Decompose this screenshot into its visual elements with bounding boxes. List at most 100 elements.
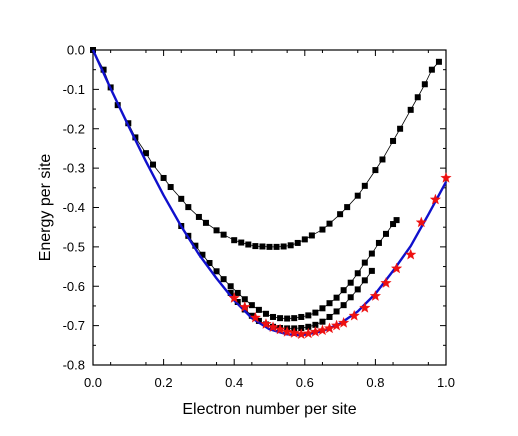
square-marker xyxy=(262,310,269,317)
star-marker xyxy=(359,301,371,313)
square-marker xyxy=(142,150,149,157)
square-marker xyxy=(319,305,326,312)
star-marker xyxy=(330,319,343,331)
x-tick-label: 0.6 xyxy=(296,375,314,390)
star-marker xyxy=(380,277,392,288)
square-marker xyxy=(241,296,248,303)
star-marker xyxy=(249,311,262,323)
square-marker xyxy=(397,125,404,132)
square-marker xyxy=(312,321,319,328)
y-tick-label: -0.5 xyxy=(63,239,85,254)
y-tick-label: -0.7 xyxy=(63,318,85,333)
star-marker xyxy=(337,316,350,328)
square-marker xyxy=(354,286,361,293)
square-marker xyxy=(248,312,255,319)
square-marker xyxy=(298,313,305,320)
square-marker xyxy=(252,243,259,250)
star-marker xyxy=(429,193,442,205)
series-connector xyxy=(92,49,440,248)
square-marker xyxy=(206,260,213,267)
x-axis-ticks: 0.0 0.2 0.4 0.6 0.8 1.0 xyxy=(84,50,455,390)
square-marker xyxy=(231,237,238,244)
square-marker xyxy=(340,287,347,294)
star-marker xyxy=(288,327,300,338)
square-marker xyxy=(435,58,442,65)
square-marker xyxy=(375,239,382,246)
x-tick-label: 0.4 xyxy=(225,375,243,390)
series-5 xyxy=(228,172,452,340)
square-marker xyxy=(368,267,375,274)
square-marker xyxy=(326,300,333,307)
square-marker xyxy=(273,243,280,250)
square-marker xyxy=(280,243,287,250)
square-marker xyxy=(319,226,326,233)
square-marker xyxy=(333,308,340,315)
series-line xyxy=(91,49,448,337)
square-marker xyxy=(340,302,347,309)
square-marker xyxy=(361,277,368,284)
square-marker xyxy=(195,213,202,220)
square-marker xyxy=(379,156,386,163)
square-marker xyxy=(248,302,255,309)
square-marker xyxy=(202,219,209,226)
square-marker xyxy=(220,276,227,283)
star-marker xyxy=(295,328,307,340)
y-axis-ticks: 0.0 -0.1 -0.2 -0.3 -0.4 -0.5 -0.6 -0.7 -0.8 xyxy=(63,43,446,373)
star-marker xyxy=(440,172,452,183)
square-marker xyxy=(354,270,361,277)
y-tick-label: -0.2 xyxy=(63,121,85,136)
square-marker xyxy=(347,279,354,286)
square-marker xyxy=(407,106,414,113)
star-marker xyxy=(267,321,279,332)
square-marker xyxy=(382,230,389,237)
star-marker xyxy=(415,216,427,228)
square-marker xyxy=(150,161,157,168)
square-marker xyxy=(234,289,241,296)
plot-frame xyxy=(92,49,447,366)
square-marker xyxy=(308,232,315,239)
square-marker xyxy=(319,318,326,325)
square-marker xyxy=(294,239,301,246)
square-marker xyxy=(259,243,266,250)
square-marker xyxy=(361,259,368,266)
square-marker xyxy=(337,211,344,218)
star-marker xyxy=(348,309,360,321)
y-axis-label: Energy per site xyxy=(37,154,54,262)
square-marker xyxy=(160,174,167,181)
x-tick-label: 0.2 xyxy=(155,375,173,390)
square-marker xyxy=(199,251,206,258)
square-marker xyxy=(266,243,273,250)
square-marker xyxy=(298,324,305,331)
square-marker xyxy=(167,184,174,191)
square-marker xyxy=(312,309,319,316)
square-marker xyxy=(245,241,252,248)
y-tick-label: -0.8 xyxy=(63,358,85,373)
square-marker xyxy=(390,137,397,144)
y-tick-label: -0.3 xyxy=(63,161,85,176)
star-marker xyxy=(369,290,382,301)
x-tick-label: 1.0 xyxy=(437,375,455,390)
square-marker xyxy=(301,236,308,243)
star-marker xyxy=(228,292,240,303)
square-marker xyxy=(213,268,220,275)
square-marker xyxy=(305,312,312,319)
square-marker xyxy=(372,167,379,174)
square-marker xyxy=(326,220,333,227)
square-marker xyxy=(234,299,241,305)
series-4 xyxy=(227,267,375,332)
square-marker xyxy=(287,242,294,249)
square-marker xyxy=(227,289,234,296)
square-marker xyxy=(185,204,192,211)
square-marker xyxy=(354,192,361,199)
square-marker xyxy=(344,204,351,211)
square-marker xyxy=(192,242,199,249)
square-marker xyxy=(347,294,354,301)
square-marker xyxy=(326,313,333,320)
star-marker xyxy=(390,262,403,274)
square-marker xyxy=(178,195,185,202)
star-marker xyxy=(316,324,329,336)
square-marker xyxy=(368,250,375,257)
star-marker xyxy=(323,322,336,334)
